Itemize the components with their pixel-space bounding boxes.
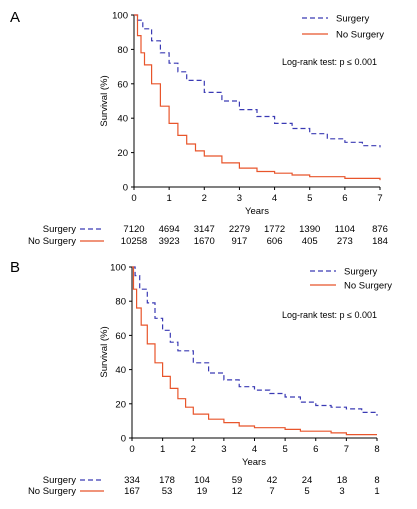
- risk-table-row-label: Surgery: [43, 475, 77, 486]
- y-tick-label: 80: [115, 297, 126, 308]
- x-tick-label: 3: [221, 444, 226, 455]
- log-rank-annotation: Log-rank test: p ≤ 0.001: [282, 310, 377, 320]
- risk-table-cell: 104: [194, 475, 210, 486]
- y-axis-label: Survival (%): [99, 75, 110, 126]
- legend-label: No Surgery: [336, 30, 384, 41]
- risk-table-cell: 1772: [264, 224, 285, 235]
- risk-table-cell: 334: [124, 475, 140, 486]
- risk-table-cell: 2279: [229, 224, 250, 235]
- risk-table-cell: 19: [197, 486, 208, 497]
- y-tick-label: 100: [112, 11, 128, 22]
- panel-label: B: [10, 259, 20, 276]
- y-tick-label: 60: [115, 331, 126, 342]
- log-rank-annotation: Log-rank test: p ≤ 0.001: [282, 57, 377, 67]
- x-tick-label: 6: [313, 444, 318, 455]
- y-tick-label: 60: [117, 79, 128, 90]
- y-tick-label: 40: [117, 114, 128, 125]
- risk-table-cell: 273: [337, 236, 353, 247]
- risk-table-cell: 18: [337, 475, 348, 486]
- risk-table-cell: 8: [374, 475, 379, 486]
- x-tick-label: 8: [374, 444, 379, 455]
- risk-table-cell: 167: [124, 486, 140, 497]
- risk-table-cell: 3147: [194, 224, 215, 235]
- y-tick-label: 80: [117, 45, 128, 56]
- panel-label: A: [10, 9, 20, 26]
- y-tick-label: 40: [115, 365, 126, 376]
- risk-table-cell: 3: [339, 486, 344, 497]
- series-line-surgery: [134, 14, 381, 148]
- x-tick-label: 0: [131, 193, 136, 204]
- risk-table-row-label: No Surgery: [28, 236, 76, 247]
- x-axis-label: Years: [242, 457, 266, 468]
- risk-table-cell: 42: [267, 475, 278, 486]
- x-tick-label: 1: [166, 193, 171, 204]
- risk-table-cell: 1670: [194, 236, 215, 247]
- risk-table-cell: 10258: [121, 236, 147, 247]
- risk-table-cell: 4694: [159, 224, 180, 235]
- risk-table-cell: 24: [302, 475, 313, 486]
- x-tick-label: 1: [160, 444, 165, 455]
- risk-table-cell: 53: [162, 486, 173, 497]
- risk-table-cell: 1: [374, 486, 379, 497]
- y-tick-label: 0: [123, 183, 128, 194]
- risk-table-row-label: Surgery: [43, 224, 77, 235]
- risk-table-cell: 7: [269, 486, 274, 497]
- legend-label: No Surgery: [344, 281, 392, 292]
- risk-table-cell: 5: [304, 486, 309, 497]
- risk-table-cell: 876: [372, 224, 388, 235]
- x-tick-label: 4: [252, 444, 257, 455]
- legend-label: Surgery: [344, 267, 378, 278]
- x-tick-label: 7: [344, 444, 349, 455]
- risk-table-cell: 7120: [123, 224, 144, 235]
- x-tick-label: 7: [377, 193, 382, 204]
- risk-table-cell: 59: [232, 475, 243, 486]
- risk-table-cell: 1104: [335, 224, 355, 235]
- y-tick-label: 20: [117, 148, 128, 159]
- risk-table-cell: 1390: [299, 224, 320, 235]
- y-tick-label: 100: [110, 263, 126, 274]
- x-tick-label: 6: [342, 193, 347, 204]
- x-tick-label: 5: [307, 193, 312, 204]
- x-tick-label: 5: [282, 444, 287, 455]
- risk-table-cell: 405: [302, 236, 318, 247]
- risk-table-cell: 178: [159, 475, 175, 486]
- risk-table-cell: 184: [372, 236, 388, 247]
- y-axis-label: Survival (%): [99, 326, 110, 377]
- risk-table-row-label: No Surgery: [28, 486, 76, 497]
- risk-table-cell: 3923: [159, 236, 180, 247]
- risk-table-cell: 12: [232, 486, 243, 497]
- chart-panel-a: A 0 20 40 60 80 100 0 1 2 3 4 5 6 7 Years Survival (%) Su…: [10, 9, 388, 247]
- x-axis-label: Years: [245, 206, 269, 217]
- series-line-no-surgery: [134, 14, 381, 181]
- risk-table-cell: 917: [231, 236, 247, 247]
- series-line-no-surgery: [132, 266, 377, 436]
- y-tick-label: 0: [121, 434, 126, 445]
- y-tick-label: 20: [115, 399, 126, 410]
- x-tick-label: 2: [191, 444, 196, 455]
- legend-label: Surgery: [336, 14, 370, 25]
- x-tick-label: 3: [237, 193, 242, 204]
- risk-table-cell: 606: [267, 236, 283, 247]
- series-line-surgery: [132, 266, 378, 416]
- x-tick-label: 0: [129, 444, 134, 455]
- x-tick-label: 4: [272, 193, 277, 204]
- x-tick-label: 2: [202, 193, 207, 204]
